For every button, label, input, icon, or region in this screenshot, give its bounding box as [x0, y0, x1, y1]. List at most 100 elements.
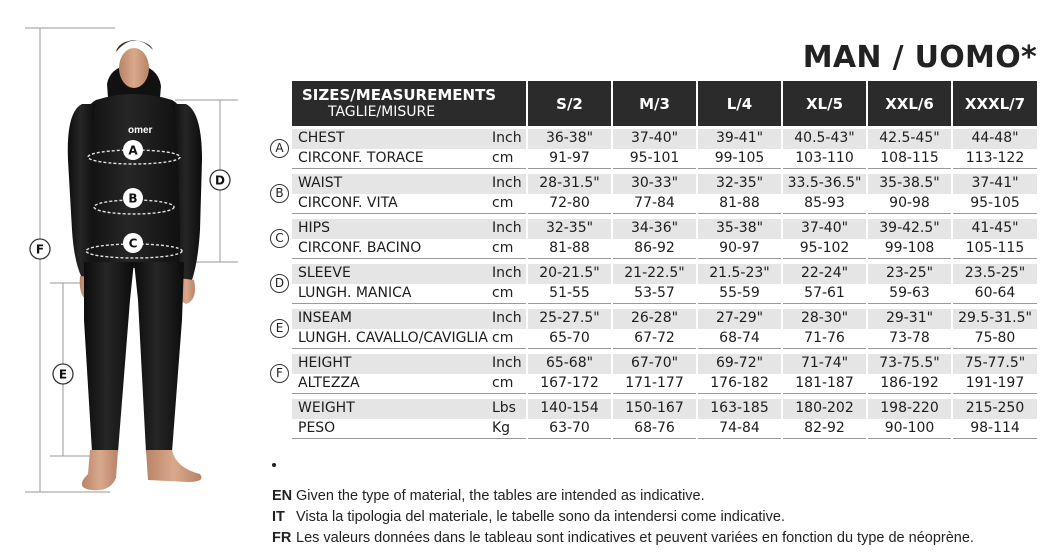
table-cell: 71-74"	[781, 354, 867, 374]
row-spacer	[267, 168, 1037, 174]
marker-b: B	[123, 188, 143, 208]
measure-unit: cm	[490, 238, 527, 259]
table-cell: 150-167	[611, 399, 697, 419]
measure-name-en: WEIGHT	[292, 399, 490, 419]
table-cell: 51-55	[526, 283, 612, 304]
table-cell: 73-78	[866, 328, 952, 349]
table-cell: 75-77.5"	[951, 354, 1037, 374]
table-cell: 215-250	[951, 399, 1037, 419]
table-cell: 82-92	[781, 418, 867, 439]
row-badge-cell	[267, 399, 292, 438]
table-cell: 30-33"	[611, 174, 697, 194]
row-badge-cell: A	[267, 129, 292, 168]
table-cell: 29-31"	[866, 309, 952, 329]
row-spacer	[267, 348, 1037, 354]
measure-unit: Inch	[490, 129, 527, 149]
row-badge-cell: D	[267, 264, 292, 303]
table-cell: 40.5-43"	[781, 129, 867, 149]
marker-d: D	[209, 169, 231, 191]
table-cell: 191-197	[951, 373, 1037, 394]
row-spacer	[267, 303, 1037, 309]
table-cell: 68-74	[696, 328, 782, 349]
table-cell: 91-97	[526, 148, 612, 169]
row-badge-cell: E	[267, 309, 292, 348]
header-label: SIZES/MEASUREMENTS TAGLIE/MISURE	[292, 81, 527, 126]
table-cell: 198-220	[866, 399, 952, 419]
table-cell: 73-75.5"	[866, 354, 952, 374]
table-cell: 37-41"	[951, 174, 1037, 194]
measure-name-it: CIRCONF. TORACE	[292, 148, 490, 169]
measure-unit: cm	[490, 283, 527, 304]
table-cell: 26-28"	[611, 309, 697, 329]
table-cell: 85-93	[781, 193, 867, 214]
row-spacer-cell	[267, 303, 1037, 309]
table-cell: 42.5-45"	[866, 129, 952, 149]
row-spacer	[267, 213, 1037, 219]
measure-name-it: CIRCONF. BACINO	[292, 238, 490, 259]
table-cell: 33.5-36.5"	[781, 174, 867, 194]
measure-unit: cm	[490, 328, 527, 349]
table-cell: 32-35"	[526, 219, 612, 239]
table-cell: 21-22.5"	[611, 264, 697, 284]
row-badge-cell: B	[267, 174, 292, 213]
row-spacer-cell	[267, 168, 1037, 174]
size-header: S/2	[526, 81, 612, 126]
table-cell: 29.5-31.5"	[951, 309, 1037, 329]
table-cell: 57-61	[781, 283, 867, 304]
measure-name-en: WAIST	[292, 174, 490, 194]
table-cell: 95-105	[951, 193, 1037, 214]
size-header: XL/5	[781, 81, 867, 126]
table-cell: 186-192	[866, 373, 952, 394]
table-cell: 74-84	[696, 418, 782, 439]
header-label-it: TAGLIE/MISURE	[328, 103, 436, 120]
table-cell: 36-38"	[526, 129, 612, 149]
measure-name-it: LUNGH. MANICA	[292, 283, 490, 304]
row-spacer-cell	[267, 258, 1037, 264]
measure-name-en: INSEAM	[292, 309, 490, 329]
row-badge-cell: C	[267, 219, 292, 258]
row-spacer	[267, 126, 1037, 129]
table-row-waist-metric: CIRCONF. VITA cm 72-80 77-84 81-88 85-93 90-98…	[267, 193, 1037, 214]
size-header: XXL/6	[866, 81, 952, 126]
table-row-chest: A CHEST Inch 36-38" 37-40" 39-41" 40.5-43" 42.5…	[267, 129, 1037, 168]
size-header: XXXL/7	[951, 81, 1037, 126]
measure-name-it: PESO	[292, 418, 490, 439]
page-title: MAN / UOMO*	[802, 40, 1037, 75]
table-cell: 95-102	[781, 238, 867, 259]
header-label-en: SIZES/MEASUREMENTS	[302, 85, 497, 104]
marker-a: A	[123, 140, 143, 160]
svg-text:E: E	[59, 368, 67, 382]
measure-unit: Inch	[490, 264, 527, 284]
table-cell: 67-70"	[611, 354, 697, 374]
table-cell: 67-72	[611, 328, 697, 349]
table-cell: 23-25"	[866, 264, 952, 284]
size-header: L/4	[696, 81, 782, 126]
table-row-sleeve-metric: LUNGH. MANICA cm 51-55 53-57 55-59 57-61 59-63…	[267, 283, 1037, 304]
row-badge-c: C	[270, 229, 289, 248]
measure-name-it: CIRCONF. VITA	[292, 193, 490, 214]
measure-unit: Kg	[490, 418, 527, 439]
table-row-inseam-metric: LUNGH. CAVALLO/CAVIGLIA cm 65-70 67-72 68-74…	[267, 328, 1037, 349]
table-cell: 163-185	[696, 399, 782, 419]
table-cell: 41-45"	[951, 219, 1037, 239]
table-row-hips: C HIPS Inch 32-35" 34-36" 35-38" 37-40" 39-42.5…	[267, 219, 1037, 258]
table-cell: 65-70	[526, 328, 612, 349]
svg-text:D: D	[215, 174, 225, 188]
table-row-hips-metric: CIRCONF. BACINO cm 81-88 86-92 90-97 95-102 99…	[267, 238, 1037, 259]
footnote-en: EN Given the type of material, the tables…	[272, 488, 705, 504]
table-cell: 75-80	[951, 328, 1037, 349]
measure-unit: Inch	[490, 174, 527, 194]
row-spacer	[267, 258, 1037, 264]
measure-name-it: ALTEZZA	[292, 373, 490, 394]
table-cell: 176-182	[696, 373, 782, 394]
table-cell: 90-97	[696, 238, 782, 259]
table-cell: 60-64	[951, 283, 1037, 304]
measure-name-en: HIPS	[292, 219, 490, 239]
table-cell: 77-84	[611, 193, 697, 214]
table-cell: 86-92	[611, 238, 697, 259]
table-cell: 63-70	[526, 418, 612, 439]
table-cell: 103-110	[781, 148, 867, 169]
table-cell: 44-48"	[951, 129, 1037, 149]
table-row-height: F HEIGHT Inch 65-68" 67-70" 69-72" 71-74" 73-75…	[267, 354, 1037, 393]
table-cell: 167-172	[526, 373, 612, 394]
